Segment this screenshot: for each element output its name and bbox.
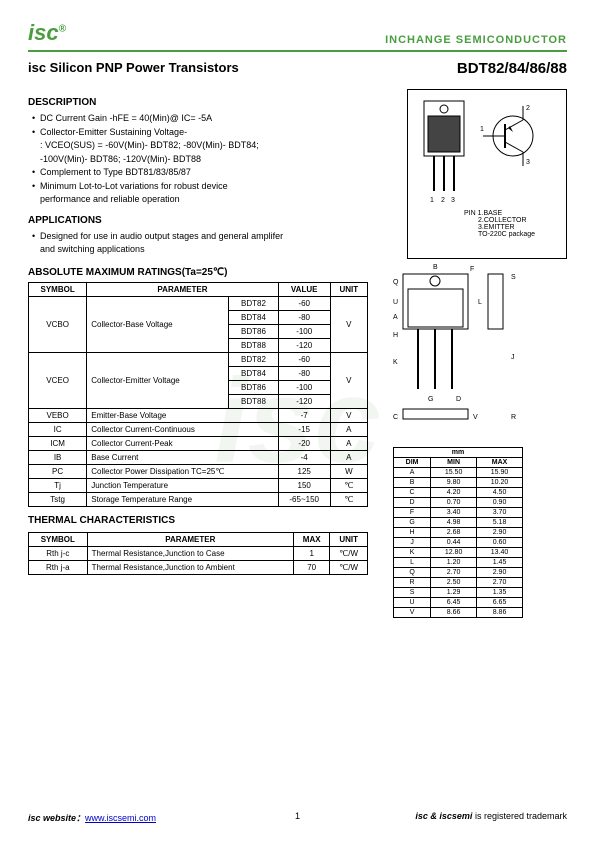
svg-text:F: F [470,266,474,273]
svg-text:G: G [428,396,433,403]
dimension-drawing: B F Q U A H K G D L C V S J R [378,259,538,439]
svg-text:U: U [393,299,398,306]
company-name: INCHANGE SEMICONDUCTOR [385,34,567,46]
dimensions-table: mm DIM MIN MAX A15.5015.90B9.8010.20C4.2… [393,447,523,618]
desc-item: : VCEO(SUS) = -60V(Min)- BDT82; -80V(Min… [32,139,397,153]
package-diagram: 1 2 3 1 2 3 PIN 1.BASE 2.COLLECTOR 3.EM [407,89,567,259]
svg-text:2: 2 [526,105,530,112]
svg-text:H: H [393,332,398,339]
svg-text:D: D [456,396,461,403]
svg-text:S: S [511,274,516,281]
page-number: 1 [295,811,300,821]
pin-label: TO-220C package [464,231,560,238]
doc-title: isc Silicon PNP Power Transistors [28,60,239,77]
svg-text:1: 1 [480,126,484,133]
svg-text:3: 3 [526,159,530,166]
col-symbol: SYMBOL [29,283,87,297]
desc-item: Minimum Lot-to-Lot variations for robust… [32,180,397,194]
pin-label: 3.EMITTER [464,224,560,231]
svg-text:R: R [511,414,516,421]
applications-list: Designed for use in audio output stages … [28,230,397,257]
part-number: BDT82/84/86/88 [457,60,567,77]
desc-item: Complement to Type BDT81/83/85/87 [32,166,397,180]
logo: isc® [28,20,66,46]
app-item: and switching applications [32,243,397,257]
thermal-table: SYMBOL PARAMETER MAX UNIT Rth j-cThermal… [28,532,368,575]
svg-text:J: J [511,354,515,361]
footer: isc website：www.iscsemi.com 1 isc & iscs… [28,811,567,824]
header: isc® INCHANGE SEMICONDUCTOR [28,20,567,46]
svg-text:L: L [478,299,482,306]
svg-text:1: 1 [430,197,434,204]
description-list: DC Current Gain -hFE = 40(Min)@ IC= -5A … [28,112,397,207]
col-value: VALUE [278,283,330,297]
desc-item: Collector-Emitter Sustaining Voltage- [32,126,397,140]
col-param: PARAMETER [87,283,278,297]
description-heading: DESCRIPTION [28,97,397,108]
svg-text:Q: Q [393,279,399,286]
website-link[interactable]: www.iscsemi.com [85,813,156,823]
svg-text:K: K [393,359,398,366]
title-row: isc Silicon PNP Power Transistors BDT82/… [28,60,567,77]
ratings-table: SYMBOL PARAMETER VALUE UNIT VCBOCollecto… [28,282,368,507]
svg-text:C: C [393,414,398,421]
applications-heading: APPLICATIONS [28,215,397,226]
divider [28,50,567,52]
svg-text:3: 3 [451,197,455,204]
desc-item: -100V(Min)- BDT86; -120V(Min)- BDT88 [32,153,397,167]
col-unit: UNIT [330,283,367,297]
pin-label: PIN 1.BASE [464,210,560,217]
package-icon: 1 2 3 [414,96,474,206]
svg-text:B: B [433,264,438,271]
thermal-heading: THERMAL CHARACTERISTICS [28,515,368,526]
svg-text:V: V [473,414,478,421]
transistor-symbol-icon: 1 2 3 [478,96,558,176]
desc-item: performance and reliable operation [32,193,397,207]
desc-item: DC Current Gain -hFE = 40(Min)@ IC= -5A [32,112,397,126]
app-item: Designed for use in audio output stages … [32,230,397,244]
pin-label: 2.COLLECTOR [464,217,560,224]
svg-text:2: 2 [441,197,445,204]
svg-text:A: A [393,314,398,321]
ratings-heading: ABSOLUTE MAXIMUM RATINGS(Ta=25℃) [28,267,368,278]
